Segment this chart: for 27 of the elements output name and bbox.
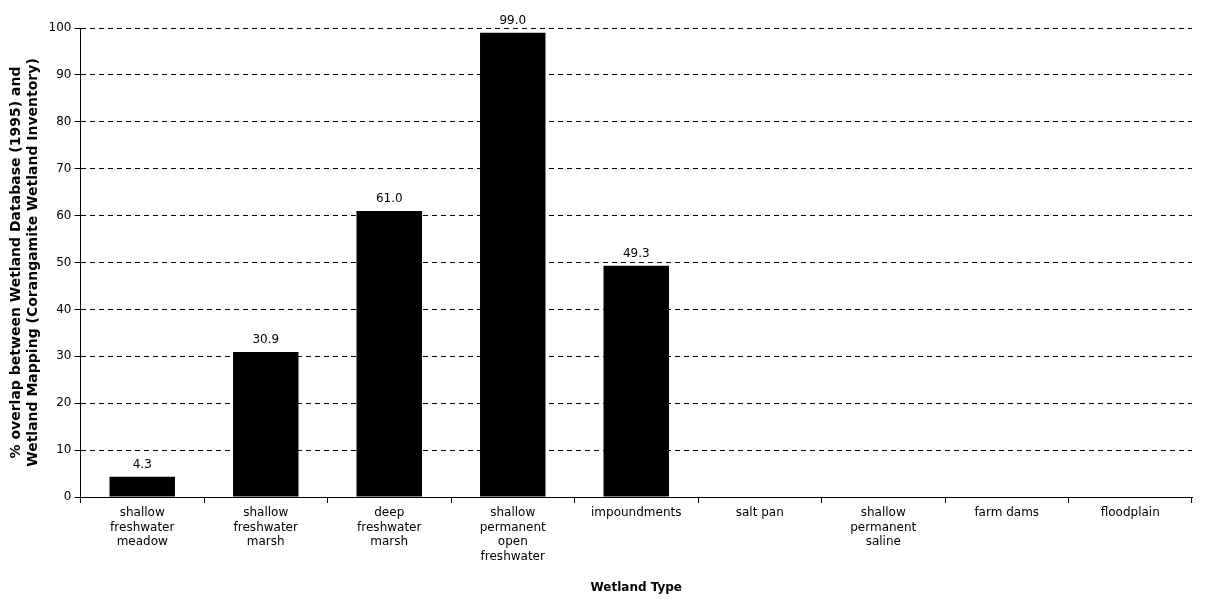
y-tick-label: 20 <box>56 395 72 410</box>
x-axis-title: Wetland Type <box>590 579 683 594</box>
y-tick-label: 40 <box>56 301 72 316</box>
y-tick-label: 30 <box>56 348 72 363</box>
y-tick-label: 0 <box>63 489 72 504</box>
y-axis-title: % overlap between Wetland Database (1995) and Wetland Mapping (Corangamite Wetland Inventory) <box>7 58 40 467</box>
x-tick-label: floodplain <box>1100 505 1160 520</box>
x-tick-label: impoundments <box>591 505 682 520</box>
data-label: 99.0 <box>499 12 527 27</box>
y-tick-label: 80 <box>56 113 72 128</box>
y-tick-label: 50 <box>56 254 72 269</box>
y-tick-label: 100 <box>48 20 72 35</box>
y-tick-label: 70 <box>56 160 72 175</box>
data-label: 30.9 <box>252 332 280 347</box>
x-tick-label: shallow permanent open freshwater <box>479 505 547 563</box>
x-tick-label: shallow freshwater meadow <box>110 505 175 549</box>
y-tick-label: 60 <box>56 207 72 222</box>
y-tick-label: 10 <box>56 442 72 457</box>
x-tick-label: deep freshwater marsh <box>357 505 422 549</box>
x-tick-label: shallow permanent saline <box>850 505 917 549</box>
x-tick-label: farm dams <box>974 505 1040 520</box>
data-label: 4.3 <box>132 456 152 471</box>
data-label: 49.3 <box>622 245 650 260</box>
x-tick-label: shallow freshwater marsh <box>233 505 298 549</box>
y-tick-label: 90 <box>56 67 72 82</box>
data-label: 61.0 <box>375 191 403 206</box>
x-tick-label: salt pan <box>735 505 784 520</box>
